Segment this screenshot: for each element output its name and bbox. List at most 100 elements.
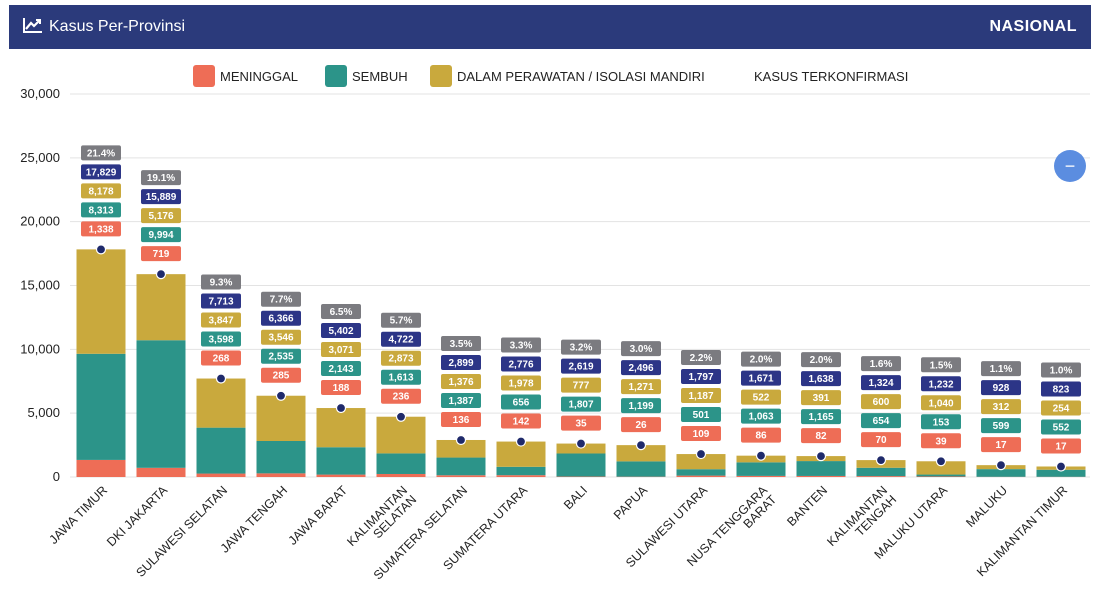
- label-perawatan-box: [1041, 400, 1081, 416]
- label-confirmed-box: [1041, 381, 1081, 397]
- bar-segment-perawatan: [196, 378, 246, 428]
- bar-segment-sembuh: [76, 353, 126, 460]
- label-perawatan-box: [561, 377, 601, 393]
- label-perawatan: 522: [753, 393, 770, 404]
- confirmed-marker: [455, 434, 467, 446]
- label-meninggal-box: [1041, 438, 1081, 454]
- bar-segment-perawatan: [136, 274, 186, 341]
- label-sembuh: 9,994: [148, 230, 173, 241]
- label-confirmed: 1,232: [928, 379, 953, 390]
- label-meninggal: 285: [273, 371, 290, 382]
- label-percent: 1.1%: [990, 364, 1013, 375]
- confirmed-marker: [995, 460, 1007, 471]
- label-meninggal-box: [741, 427, 781, 443]
- y-tick-label: 20,000: [20, 214, 60, 229]
- label-sembuh-box: [1041, 419, 1081, 435]
- legend-label: SEMBUH: [352, 69, 408, 84]
- label-percent-box: [561, 339, 601, 355]
- confirmed-marker: [755, 450, 767, 461]
- label-percent: 3.3%: [510, 341, 533, 352]
- label-sembuh: 3,598: [208, 335, 233, 346]
- label-meninggal-box: [921, 433, 961, 449]
- confirmed-marker: [95, 244, 107, 255]
- bar-segment-perawatan: [256, 395, 306, 441]
- bar-segment-sembuh: [1036, 469, 1086, 477]
- bar-segment-meninggal: [436, 475, 486, 477]
- label-perawatan-box: [861, 394, 901, 410]
- label-confirmed: 2,899: [448, 358, 473, 369]
- x-category-label: DKI JAKARTA: [104, 483, 171, 550]
- label-sembuh-box: [921, 414, 961, 430]
- y-tick-label: 10,000: [20, 341, 60, 356]
- bar-segment-meninggal: [196, 473, 246, 477]
- legend-swatch-sembuh: [325, 65, 347, 87]
- scope-label[interactable]: NASIONAL: [989, 18, 1077, 35]
- chart-header: Kasus Per-Provinsi NASIONAL: [9, 5, 1091, 49]
- confirmed-marker: [875, 454, 887, 466]
- label-sembuh: 1,613: [388, 373, 413, 384]
- label-confirmed-box: [321, 323, 361, 339]
- confirmed-marker: [215, 373, 227, 384]
- label-confirmed-box: [621, 360, 661, 376]
- label-confirmed-box: [981, 380, 1021, 396]
- label-confirmed-box: [141, 189, 181, 205]
- bar-segment-sembuh: [196, 427, 246, 474]
- x-category-label-line: BALI: [561, 483, 590, 512]
- label-confirmed: 7,713: [208, 297, 233, 308]
- x-category-label-line: BANTEN: [784, 483, 830, 529]
- label-perawatan-box: [321, 342, 361, 358]
- label-perawatan: 600: [873, 397, 890, 408]
- label-meninggal-box: [861, 432, 901, 448]
- label-percent-box: [201, 274, 241, 290]
- label-confirmed: 1,324: [868, 378, 893, 389]
- label-confirmed: 928: [993, 383, 1010, 394]
- confirmed-marker: [1055, 461, 1067, 472]
- bar-segment-perawatan: [376, 416, 426, 454]
- label-percent: 2.2%: [690, 353, 713, 364]
- label-sembuh-box: [501, 394, 541, 410]
- label-meninggal-box: [621, 417, 661, 433]
- label-sembuh: 552: [1053, 422, 1070, 433]
- label-perawatan-box: [921, 395, 961, 411]
- bar-segment-meninggal: [316, 474, 366, 477]
- x-category-label: JAWA BARAT: [286, 483, 351, 548]
- label-percent: 9.3%: [210, 278, 233, 289]
- label-meninggal: 719: [153, 249, 170, 260]
- label-percent-box: [921, 357, 961, 373]
- x-category-label: PAPUA: [611, 483, 651, 523]
- label-confirmed: 4,722: [388, 335, 413, 346]
- label-meninggal-box: [261, 367, 301, 383]
- legend-swatch-meninggal: [193, 65, 215, 87]
- minus-icon: −: [1064, 155, 1076, 176]
- legend-label: MENINGGAL: [220, 69, 298, 84]
- label-meninggal-box: [681, 426, 721, 442]
- label-meninggal-box: [501, 413, 541, 429]
- bar-segment-perawatan: [436, 439, 486, 458]
- confirmed-marker: [515, 436, 527, 447]
- label-meninggal-box: [441, 411, 481, 427]
- label-sembuh: 501: [693, 410, 710, 421]
- bar-segment-sembuh: [916, 474, 966, 477]
- stacked-bar-chart: 0 5,000 10,000 15,000 20,000 25,000 30,000 MENI…: [20, 65, 1090, 583]
- label-percent-box: [81, 145, 121, 161]
- label-sembuh-box: [81, 202, 121, 218]
- y-tick-label: 30,000: [20, 86, 60, 101]
- x-category-label: BALI: [561, 483, 590, 512]
- label-sembuh-box: [321, 361, 361, 377]
- legend-label: KASUS TERKONFIRMASI: [754, 69, 908, 84]
- label-meninggal-box: [381, 388, 421, 404]
- label-sembuh-box: [261, 348, 301, 364]
- label-sembuh: 1,063: [748, 412, 773, 423]
- x-category-label-line: MALUKU: [963, 483, 1010, 530]
- zoom-out-button[interactable]: −: [1054, 150, 1086, 182]
- label-confirmed-box: [81, 164, 121, 180]
- label-confirmed-box: [381, 331, 421, 347]
- legend-swatch-perawatan: [430, 65, 452, 87]
- bar-segment-sembuh: [256, 440, 306, 474]
- label-sembuh: 654: [873, 416, 890, 427]
- label-meninggal: 236: [393, 392, 410, 403]
- label-percent: 3.5%: [450, 339, 473, 350]
- label-percent-box: [981, 361, 1021, 377]
- bar-segment-perawatan: [916, 461, 966, 475]
- label-sembuh-box: [681, 407, 721, 423]
